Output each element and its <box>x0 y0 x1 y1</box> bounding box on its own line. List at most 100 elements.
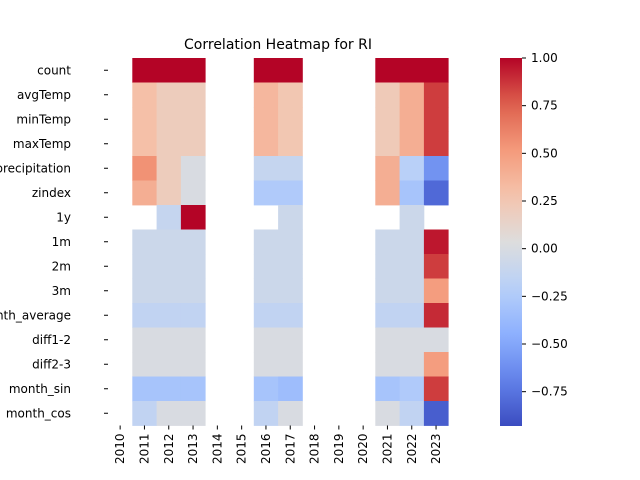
heatmap-cell <box>278 303 303 328</box>
heatmap-cell <box>180 131 206 157</box>
heatmap-cell <box>278 327 303 353</box>
heatmap-cell <box>399 180 425 206</box>
heatmap-cell <box>375 352 400 377</box>
heatmap-cell <box>423 180 449 206</box>
heatmap-cell <box>278 107 303 132</box>
heatmap-cell <box>423 352 449 377</box>
heatmap-cell <box>375 254 400 279</box>
x-tick-label: 2010 <box>113 434 127 465</box>
heatmap-cell <box>253 327 279 353</box>
heatmap-cells <box>132 58 449 426</box>
colorbar-tick-label: 0.00 <box>531 242 558 256</box>
heatmap-cell <box>375 327 400 353</box>
heatmap-cell <box>180 352 206 377</box>
heatmap-cell <box>423 401 449 426</box>
colorbar-tick-label: 1.00 <box>531 51 558 65</box>
heatmap-cell <box>132 401 157 426</box>
x-tick-label: 2013 <box>186 434 200 465</box>
y-tick-label: month_cos <box>6 406 71 420</box>
heatmap-cell <box>180 254 206 279</box>
y-tick-label: avgTemp <box>17 88 71 102</box>
heatmap-cell <box>399 107 425 132</box>
heatmap-cell <box>156 278 182 304</box>
heatmap-cell <box>132 278 157 304</box>
heatmap-cell <box>423 303 449 328</box>
heatmap-cell <box>253 156 279 181</box>
heatmap-cell <box>399 254 425 279</box>
heatmap-cell <box>399 205 425 230</box>
heatmap-cell <box>423 254 449 279</box>
y-tick-label: maxTemp <box>13 137 71 151</box>
colorbar-ticks: 1.00 0.75 0.50 0.25 0.00 −0.25 −0.50 −0.75 <box>522 51 568 399</box>
heatmap-cell <box>375 107 400 132</box>
heatmap-cell <box>423 58 449 83</box>
heatmap-cell <box>253 180 279 206</box>
y-tick-label: count <box>37 63 71 77</box>
heatmap-cell <box>375 303 400 328</box>
heatmap-cell <box>278 376 303 402</box>
heatmap-cell <box>253 352 279 377</box>
heatmap-cell <box>399 82 425 108</box>
heatmap-cell <box>132 131 157 157</box>
heatmap-cell <box>278 401 303 426</box>
y-tick-label: zindex <box>32 186 71 200</box>
x-tick-label: 2023 <box>429 434 443 465</box>
heatmap-cell <box>253 82 279 108</box>
heatmap-cell <box>132 107 157 132</box>
colorbar-tick-label: 0.25 <box>531 194 558 208</box>
heatmap-cell <box>423 229 449 255</box>
x-tick-label: 2011 <box>137 434 151 465</box>
heatmap-cell <box>278 205 303 230</box>
heatmap-cell <box>180 327 206 353</box>
heatmap-cell <box>278 254 303 279</box>
chart-title: Correlation Heatmap for RI <box>184 37 372 53</box>
x-tick-label: 2014 <box>210 434 224 465</box>
heatmap-cell <box>278 229 303 255</box>
heatmap-cell <box>423 327 449 353</box>
colorbar <box>500 58 522 426</box>
heatmap-cell <box>180 58 206 83</box>
x-tick-label: 2016 <box>259 434 273 465</box>
y-tick-label: precipitation <box>0 161 71 175</box>
heatmap-cell <box>132 352 157 377</box>
colorbar-tick-label: 0.50 <box>531 146 558 160</box>
heatmap-cell <box>156 254 182 279</box>
heatmap-cell <box>180 156 206 181</box>
heatmap-cell <box>278 278 303 304</box>
heatmap-cell <box>253 401 279 426</box>
heatmap-cell <box>375 82 400 108</box>
heatmap-cell <box>423 376 449 402</box>
heatmap-cell <box>375 180 400 206</box>
heatmap-cell <box>423 156 449 181</box>
x-tick-label: 2012 <box>162 434 176 465</box>
x-tick-label: 2017 <box>283 434 297 465</box>
heatmap-cell <box>278 180 303 206</box>
heatmap-cell <box>156 58 182 83</box>
heatmap-cell <box>278 131 303 157</box>
y-tick-label: month_average <box>0 308 71 322</box>
heatmap-cell <box>132 82 157 108</box>
heatmap-cell <box>132 180 157 206</box>
heatmap-cell <box>156 156 182 181</box>
heatmap-cell <box>375 229 400 255</box>
heatmap-cell <box>423 82 449 108</box>
heatmap-cell <box>399 156 425 181</box>
heatmap-cell <box>156 180 182 206</box>
heatmap-cell <box>399 401 425 426</box>
colorbar-tick-label: 0.75 <box>531 99 558 113</box>
x-tick-label: 2020 <box>356 434 370 465</box>
y-tick-label: 3m <box>52 284 71 298</box>
heatmap-cell <box>375 376 400 402</box>
heatmap-cell <box>253 107 279 132</box>
heatmap-cell <box>278 58 303 83</box>
heatmap-cell <box>253 303 279 328</box>
heatmap-cell <box>253 254 279 279</box>
heatmap-cell <box>399 376 425 402</box>
heatmap-cell <box>375 401 400 426</box>
colorbar-tick-label: −0.50 <box>531 337 568 351</box>
x-tick-label: 2018 <box>308 434 322 465</box>
heatmap-cell <box>399 352 425 377</box>
y-tick-label: 2m <box>52 259 71 273</box>
heatmap-cell <box>180 180 206 206</box>
